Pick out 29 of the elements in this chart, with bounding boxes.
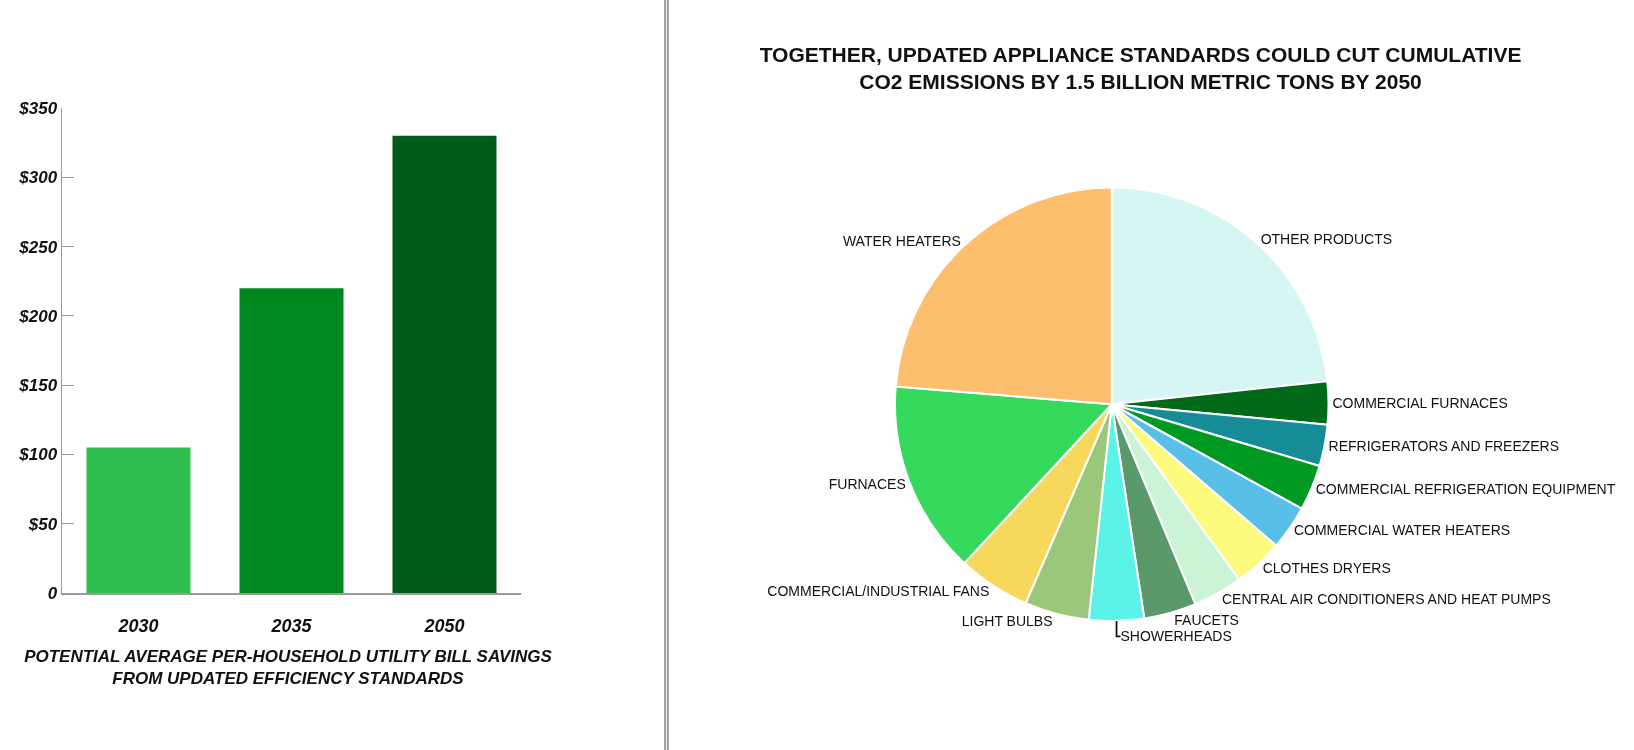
- slice-label: COMMERCIAL FURNACES: [1332, 394, 1508, 411]
- slice-label: COMMERCIAL WATER HEATERS: [1293, 522, 1511, 539]
- slice-label: COMMERCIAL/INDUSTRIAL FANS: [767, 583, 990, 600]
- slice-label: CENTRAL AIR CONDITIONERS AND HEAT PUMPS: [1221, 591, 1551, 608]
- slice-label: WATER HEATERS: [842, 232, 961, 249]
- x-tick-label: 2050: [423, 616, 465, 637]
- slice-label: SHOWERHEADS: [1120, 628, 1232, 645]
- chart-title: TOGETHER, UPDATED APPLIANCE STANDARDS COULD CUT CUMULATIVE CO2 EMISSIONS BY 1.5 BILLION METRIC TONS BY 2050: [759, 42, 1522, 93]
- slice-label: OTHER PRODUCTS: [1260, 230, 1393, 247]
- y-tick-label: $300: [18, 168, 58, 188]
- y-tick-label: $50: [27, 514, 58, 534]
- y-tick-label: $350: [18, 98, 58, 118]
- y-tick-label: $150: [18, 376, 58, 396]
- slice-label: CLOTHES DRYERS: [1262, 559, 1391, 576]
- x-tick-label: 2035: [270, 616, 313, 637]
- bar: [86, 447, 191, 593]
- y-tick-label: $200: [18, 306, 58, 326]
- y-tick-label: 0: [47, 583, 58, 603]
- text: POTENTIAL AVERAGE PER-HOUSEHOLD UTILITY BILL SAVINGS FROM UPDATED EFFICIENCY STANDARDS: [24, 646, 553, 688]
- slice-label: FAUCETS: [1174, 612, 1239, 629]
- slice-label: REFRIGERATORS AND FREEZERS: [1328, 437, 1560, 454]
- slice-label: LIGHT BULBS: [961, 613, 1053, 630]
- y-tick-label: $100: [18, 445, 58, 465]
- y-tick-label: $250: [18, 237, 58, 257]
- slice-label: FURNACES: [828, 475, 906, 492]
- bar: [392, 135, 497, 593]
- x-tick-label: 2030: [117, 616, 159, 637]
- slice-label: COMMERCIAL REFRIGERATION EQUIPMENT: [1315, 481, 1616, 498]
- bar: [239, 288, 344, 593]
